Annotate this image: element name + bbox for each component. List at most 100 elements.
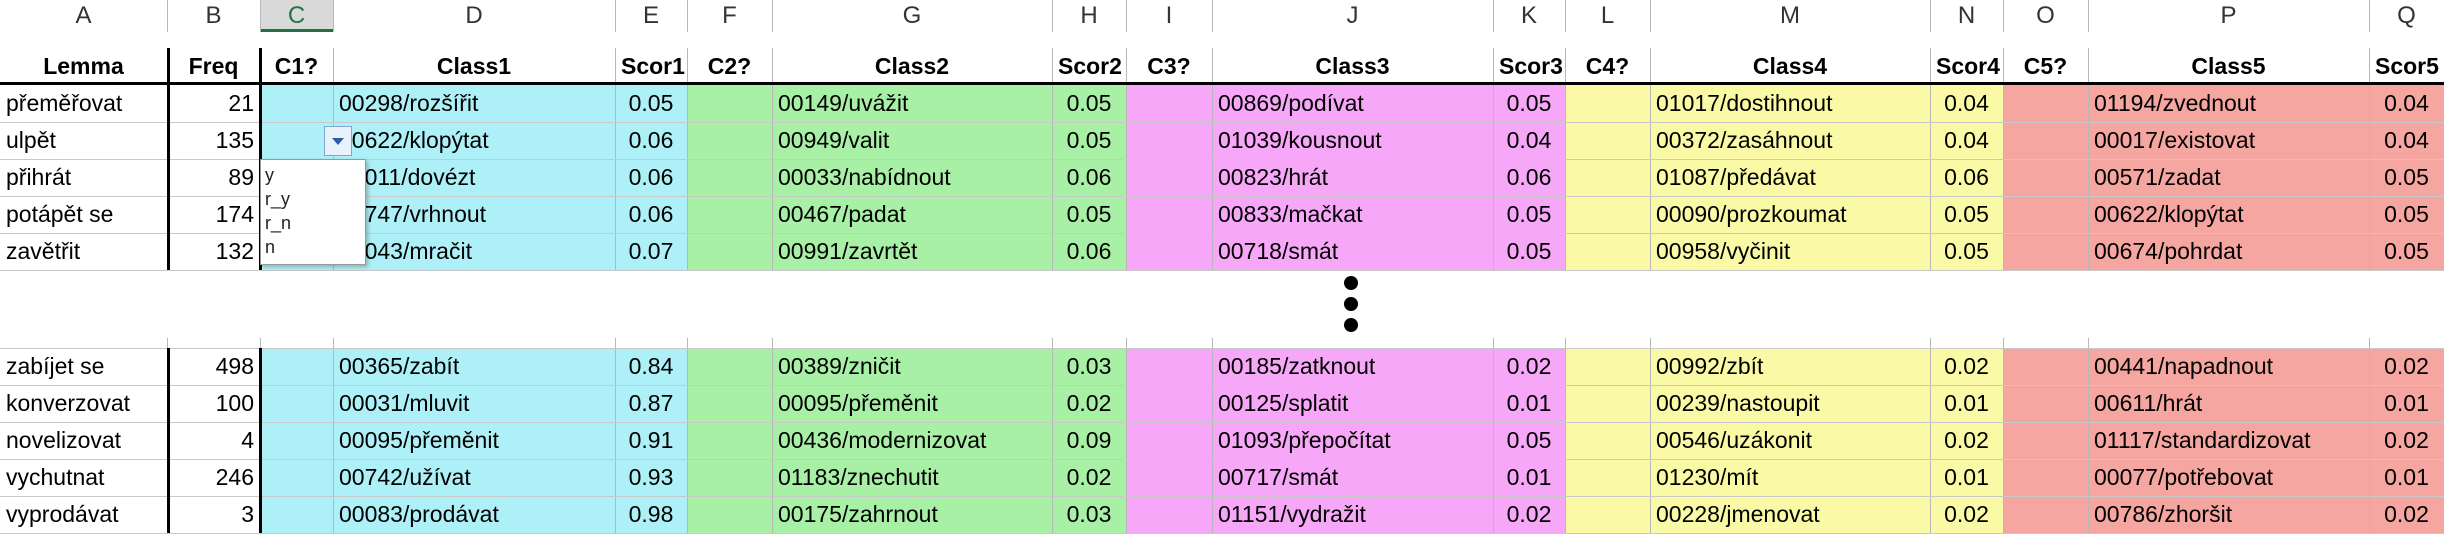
table-cell[interactable]: [2003, 496, 2088, 532]
table-cell[interactable]: [260, 385, 333, 421]
table-cell[interactable]: 00043/mračit: [339, 238, 472, 264]
table-cell[interactable]: 00031/mluvit: [339, 390, 470, 416]
table-cell[interactable]: [1565, 85, 1650, 121]
table-cell[interactable]: 00077/potřebovat: [2094, 464, 2274, 490]
table-cell[interactable]: 0.05: [1506, 201, 1552, 227]
table-cell[interactable]: 0.87: [628, 390, 674, 416]
table-cell[interactable]: vychutnat: [6, 464, 105, 490]
column-header-O[interactable]: O: [2036, 2, 2055, 29]
table-cell[interactable]: [687, 459, 772, 495]
table-cell[interactable]: 00869/podívat: [1218, 90, 1364, 116]
table-cell[interactable]: 0.05: [1944, 201, 1989, 227]
header-cell-C[interactable]: C1?: [274, 53, 319, 79]
table-cell[interactable]: 01194/zvednout: [2094, 90, 2256, 116]
header-cell-F[interactable]: C2?: [707, 53, 752, 79]
table-cell[interactable]: 00083/prodávat: [339, 501, 499, 527]
table-cell[interactable]: 89: [228, 164, 254, 190]
column-header-M[interactable]: M: [1780, 2, 1800, 29]
table-cell[interactable]: 0.84: [628, 353, 674, 379]
table-cell[interactable]: 00017/existovat: [2094, 127, 2256, 153]
table-cell[interactable]: 0.05: [1066, 127, 1112, 153]
table-cell[interactable]: 01087/předávat: [1656, 164, 1816, 190]
table-cell[interactable]: 0.01: [1506, 390, 1552, 416]
header-cell-O[interactable]: C5?: [2023, 53, 2068, 79]
table-cell[interactable]: 01017/dostihnout: [1656, 90, 1833, 116]
table-cell[interactable]: 4: [241, 427, 254, 453]
table-cell[interactable]: [260, 85, 333, 121]
table-cell[interactable]: 01093/přepočítat: [1218, 427, 1391, 453]
dropdown-option[interactable]: r_y: [265, 189, 291, 209]
table-cell[interactable]: 00185/zatknout: [1218, 353, 1376, 379]
table-cell[interactable]: 21: [228, 90, 254, 116]
table-cell[interactable]: [1126, 233, 1212, 269]
table-cell[interactable]: 00622/klopýtat: [339, 127, 489, 153]
table-cell[interactable]: 00958/vyčinit: [1656, 238, 1791, 264]
table-cell[interactable]: 0.04: [1506, 127, 1552, 153]
table-cell[interactable]: 0.02: [1506, 353, 1552, 379]
header-cell-B[interactable]: Freq: [188, 53, 239, 79]
table-cell[interactable]: 00467/padat: [778, 201, 906, 227]
header-cell-D[interactable]: Class1: [436, 53, 512, 79]
table-cell[interactable]: 0.02: [1944, 501, 1989, 527]
table-cell[interactable]: 132: [215, 238, 254, 264]
table-cell[interactable]: 0.02: [1066, 390, 1112, 416]
table-cell[interactable]: 0.02: [1506, 501, 1552, 527]
table-cell[interactable]: [2003, 348, 2088, 384]
table-cell[interactable]: 100: [215, 390, 254, 416]
table-cell[interactable]: 0.05: [1506, 90, 1552, 116]
table-cell[interactable]: 246: [215, 464, 254, 490]
table-cell[interactable]: [2003, 233, 2088, 269]
header-cell-L[interactable]: C4?: [1585, 53, 1630, 79]
table-cell[interactable]: 0.93: [628, 464, 674, 490]
table-cell[interactable]: [1126, 348, 1212, 384]
table-cell[interactable]: 00718/smát: [1218, 238, 1339, 264]
table-cell[interactable]: 00441/napadnout: [2094, 353, 2274, 379]
column-header-Q[interactable]: Q: [2397, 2, 2416, 29]
column-header-N[interactable]: N: [1957, 2, 1976, 29]
table-cell[interactable]: 00571/zadat: [2094, 164, 2221, 190]
table-cell[interactable]: 00149/uvážit: [778, 90, 909, 116]
table-cell[interactable]: 0.01: [2384, 390, 2429, 416]
column-header-H[interactable]: H: [1080, 2, 1098, 29]
table-cell[interactable]: [687, 385, 772, 421]
table-cell[interactable]: 0.05: [1506, 427, 1552, 453]
table-cell[interactable]: 0.05: [1506, 238, 1552, 264]
table-cell[interactable]: [1565, 385, 1650, 421]
table-cell[interactable]: 00095/přeměnit: [339, 427, 499, 453]
header-cell-E[interactable]: Scor1: [621, 53, 685, 79]
table-cell[interactable]: 0.09: [1066, 427, 1112, 453]
table-cell[interactable]: [2003, 422, 2088, 458]
table-cell[interactable]: [687, 159, 772, 195]
table-cell[interactable]: 0.05: [1066, 201, 1112, 227]
table-cell[interactable]: novelizovat: [6, 427, 122, 453]
table-cell[interactable]: [1126, 159, 1212, 195]
table-cell[interactable]: 00298/rozšířit: [339, 90, 479, 116]
table-cell[interactable]: 0.02: [1944, 427, 1989, 453]
table-cell[interactable]: 498: [215, 353, 254, 379]
table-cell[interactable]: 0.03: [1066, 501, 1112, 527]
column-header-L[interactable]: L: [1600, 2, 1615, 29]
dropdown-option[interactable]: n: [265, 237, 276, 257]
table-cell[interactable]: [1565, 459, 1650, 495]
table-cell[interactable]: 00717/smát: [1218, 464, 1339, 490]
table-cell[interactable]: 00622/klopýtat: [2094, 201, 2244, 227]
table-cell[interactable]: 00823/hrát: [1218, 164, 1328, 190]
table-cell[interactable]: 00228/jmenovat: [1656, 501, 1820, 527]
table-cell[interactable]: 0.02: [1066, 464, 1112, 490]
table-cell[interactable]: [260, 459, 333, 495]
table-cell[interactable]: 01151/vydražit: [1218, 501, 1366, 527]
table-cell[interactable]: 0.05: [2384, 238, 2429, 264]
column-header-I[interactable]: I: [1165, 2, 1173, 29]
table-cell[interactable]: 0.06: [1944, 164, 1989, 190]
header-cell-Q[interactable]: Scor5: [2375, 53, 2439, 79]
table-cell[interactable]: zabíjet se: [6, 353, 105, 379]
header-cell-N[interactable]: Scor4: [1936, 53, 2000, 79]
table-cell[interactable]: 0.02: [2384, 427, 2429, 453]
table-cell[interactable]: přeměřovat: [6, 90, 123, 116]
table-cell[interactable]: 00611/hrát: [2094, 390, 2203, 416]
table-cell[interactable]: [1565, 496, 1650, 532]
column-header-G[interactable]: G: [902, 2, 922, 29]
table-cell[interactable]: [687, 348, 772, 384]
table-cell[interactable]: 00991/zavrtět: [778, 238, 918, 264]
table-cell[interactable]: [2003, 459, 2088, 495]
